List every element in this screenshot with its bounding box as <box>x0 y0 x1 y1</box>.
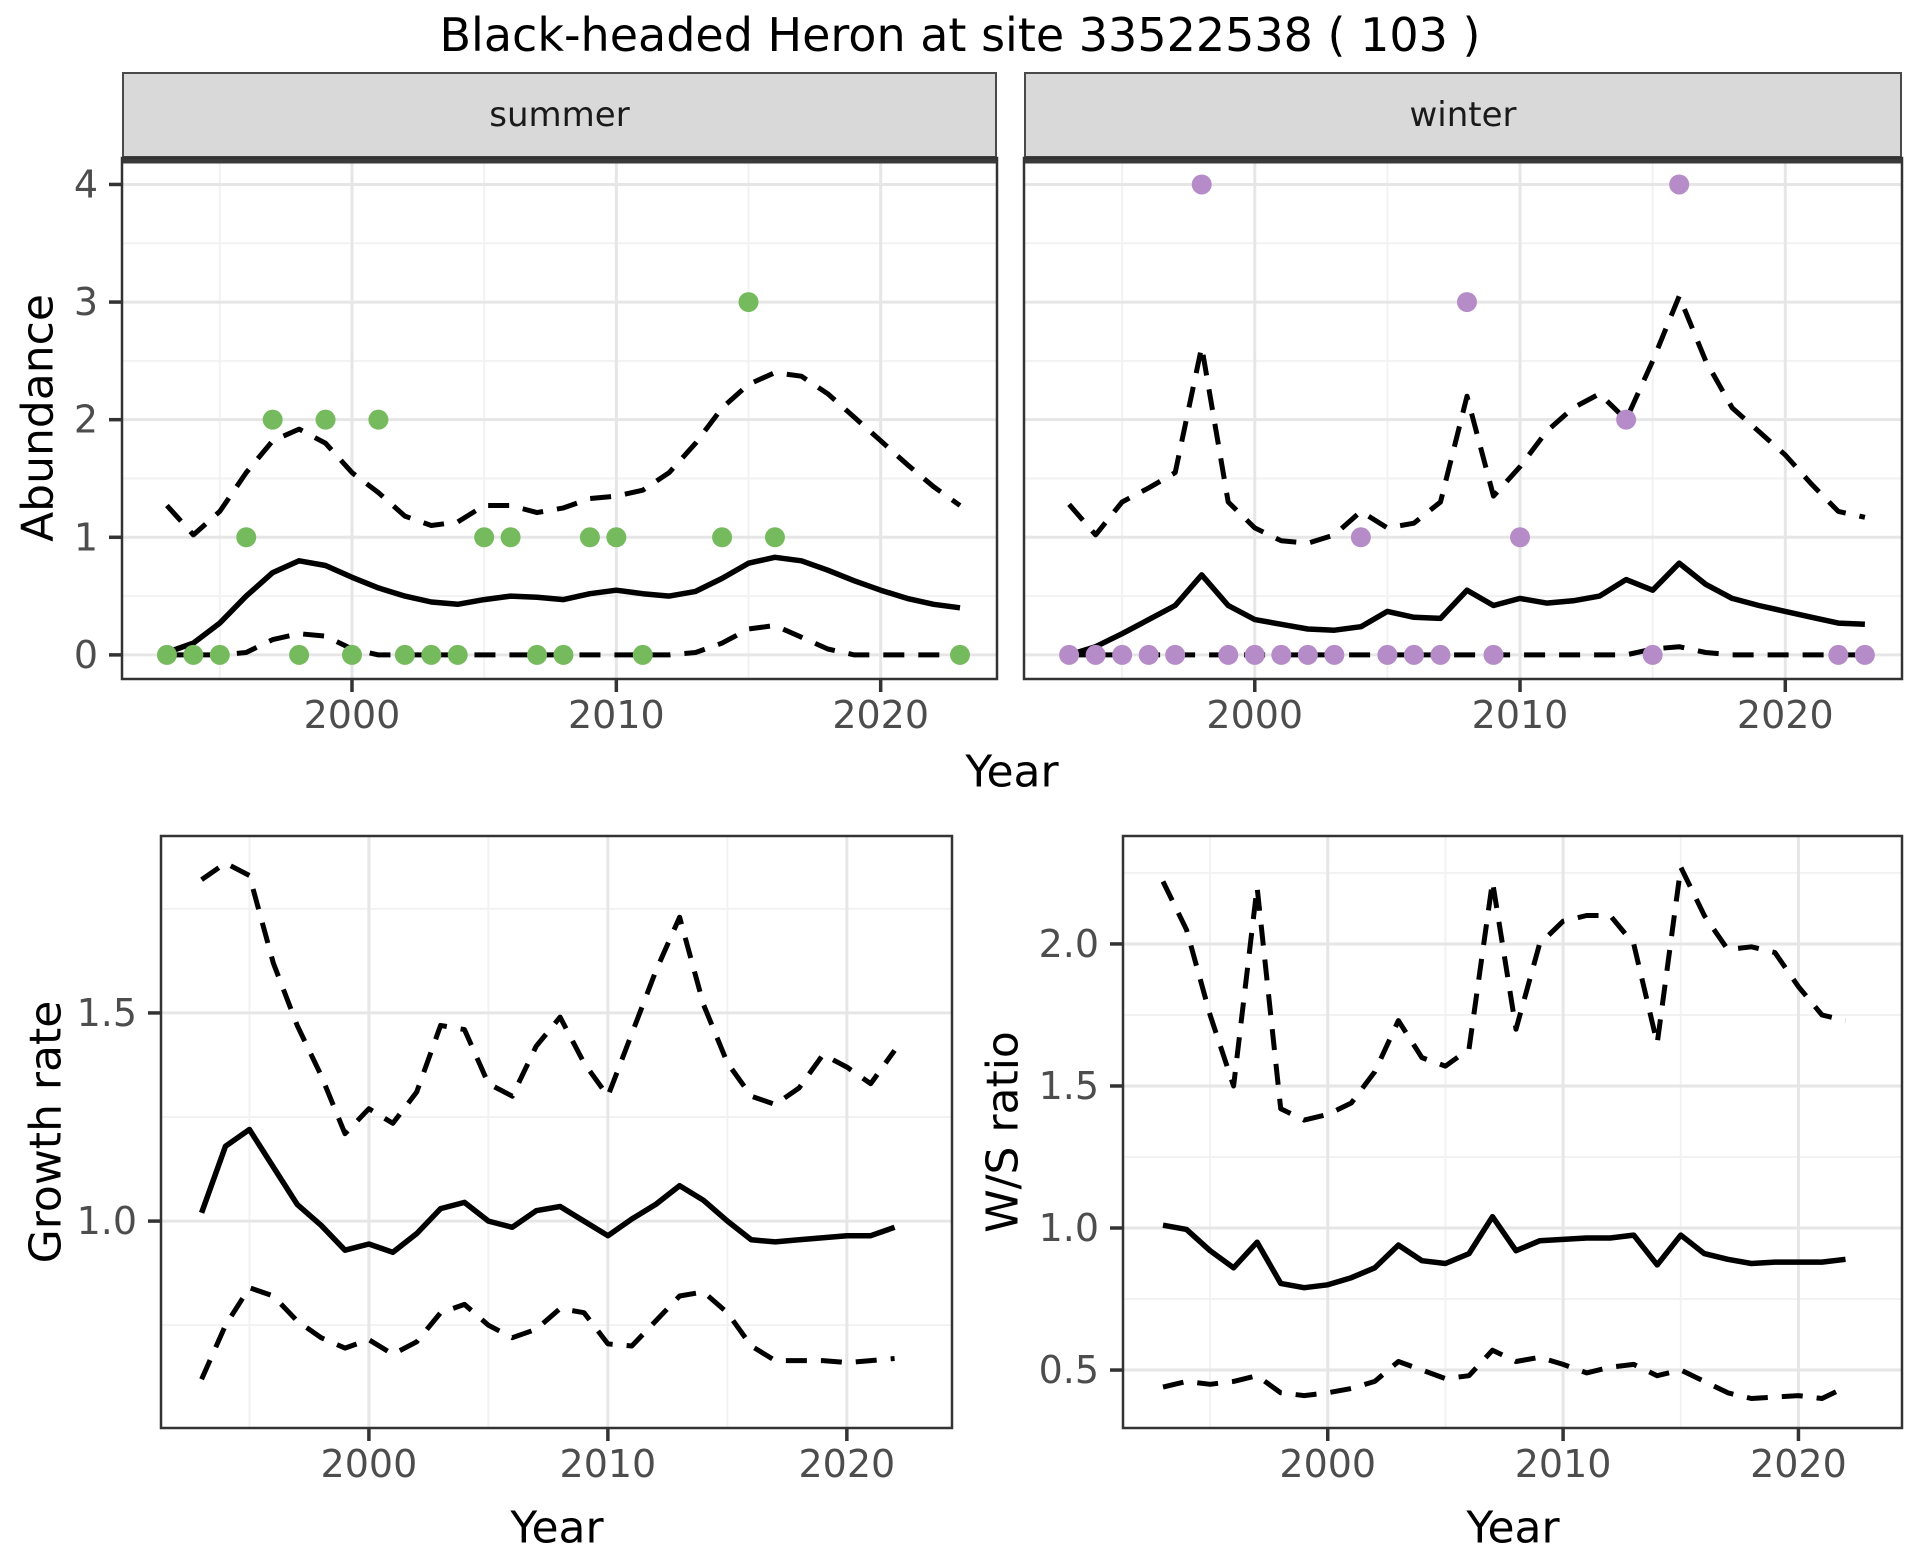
obs-point-abundance-winter <box>1510 527 1531 548</box>
panel-border-abundance-winter <box>1022 156 1904 681</box>
obs-point-abundance-winter <box>1350 527 1371 548</box>
x-tick-label: 2020 <box>798 1442 895 1486</box>
obs-point-abundance-summer <box>368 409 389 430</box>
obs-point-abundance-winter <box>1324 644 1345 665</box>
obs-point-abundance-winter <box>1456 292 1477 313</box>
facet-strip-summer-label: summer <box>489 95 630 135</box>
obs-point-abundance-summer <box>949 644 970 665</box>
facet-strip-winter-label: winter <box>1409 95 1517 135</box>
obs-point-abundance-summer <box>236 527 257 548</box>
obs-point-abundance-winter <box>1854 644 1875 665</box>
y-tick-label: 0.5 <box>1039 1348 1099 1392</box>
panel-ws-ratio <box>1123 836 1902 1428</box>
obs-point-abundance-summer <box>183 644 204 665</box>
y-tick-label: 1.5 <box>1039 1064 1099 1108</box>
obs-point-abundance-summer <box>712 527 733 548</box>
obs-point-abundance-summer <box>394 644 415 665</box>
x-tick-label: 2020 <box>1750 1442 1847 1486</box>
obs-point-abundance-winter <box>1430 644 1451 665</box>
obs-point-abundance-summer <box>289 644 310 665</box>
obs-point-abundance-winter <box>1138 644 1159 665</box>
median-line-growth-rate <box>199 1126 896 1256</box>
y-tick-label: 1.5 <box>77 991 137 1035</box>
facet-strip-summer: summer <box>122 72 997 158</box>
ci-lower-line-abundance-winter <box>1069 644 1865 658</box>
obs-point-abundance-winter <box>1165 644 1186 665</box>
obs-point-abundance-summer <box>606 527 627 548</box>
obs-point-abundance-summer <box>315 409 336 430</box>
obs-point-abundance-summer <box>474 527 495 548</box>
obs-point-abundance-winter <box>1271 644 1292 665</box>
x-tick-label: 2010 <box>568 693 665 737</box>
obs-point-abundance-winter <box>1297 644 1318 665</box>
obs-point-abundance-winter <box>1403 644 1424 665</box>
obs-point-abundance-summer <box>553 644 574 665</box>
facet-strip-winter: winter <box>1024 72 1902 158</box>
panel-border-ws-ratio <box>1121 834 1904 1430</box>
obs-point-abundance-winter <box>1669 174 1690 195</box>
x-tick-label: 2000 <box>1279 1442 1376 1486</box>
obs-point-abundance-summer <box>341 644 362 665</box>
y-tick-label: 1.0 <box>1039 1206 1099 1250</box>
obs-point-abundance-summer <box>209 644 230 665</box>
ci-lower-line-growth-rate <box>199 1285 895 1381</box>
obs-point-abundance-summer <box>447 644 468 665</box>
obs-point-abundance-winter <box>1059 644 1080 665</box>
panel-growth-rate <box>161 836 952 1428</box>
x-tick-label: 2010 <box>1515 1442 1612 1486</box>
obs-point-abundance-summer <box>632 644 653 665</box>
panel-border-growth-rate <box>159 834 954 1430</box>
obs-point-abundance-summer <box>262 409 283 430</box>
ci-upper-line-ws-ratio <box>1160 864 1847 1123</box>
y-tick-label: 4 <box>74 162 98 206</box>
ci-lower-line-ws-ratio <box>1162 1347 1847 1401</box>
obs-point-abundance-winter <box>1191 174 1212 195</box>
obs-point-abundance-winter <box>1218 644 1239 665</box>
ci-upper-line-abundance-summer <box>165 370 962 538</box>
obs-point-abundance-winter <box>1642 644 1663 665</box>
obs-point-abundance-summer <box>421 644 442 665</box>
ci-upper-line-growth-rate <box>200 860 897 1137</box>
x-tick-label: 2000 <box>321 1442 418 1486</box>
y-tick-label: 0 <box>74 633 98 677</box>
y-tick-label: 3 <box>74 280 98 324</box>
x-axis-title-ws: Year <box>1466 1502 1560 1554</box>
median-line-ws-ratio <box>1162 1213 1846 1291</box>
x-tick-label: 2010 <box>1472 693 1569 737</box>
y-tick-label: 1.0 <box>77 1199 137 1243</box>
obs-point-abundance-summer <box>579 527 600 548</box>
x-axis-title-growth: Year <box>510 1502 604 1554</box>
obs-point-abundance-summer <box>738 292 759 313</box>
x-tick-label: 2020 <box>832 693 929 737</box>
obs-point-abundance-summer <box>764 527 785 548</box>
x-tick-label: 2020 <box>1737 693 1834 737</box>
obs-point-abundance-winter <box>1244 644 1265 665</box>
x-tick-label: 2010 <box>560 1442 657 1486</box>
x-axis-title-top: Year <box>965 746 1059 798</box>
chart-title: Black-headed Heron at site 33522538 ( 10… <box>439 8 1481 62</box>
obs-point-abundance-summer <box>500 527 521 548</box>
obs-point-abundance-winter <box>1085 644 1106 665</box>
obs-point-abundance-winter <box>1377 644 1398 665</box>
obs-point-abundance-winter <box>1483 644 1504 665</box>
ci-upper-line-abundance-winter <box>1067 293 1866 546</box>
y-tick-label: 2.0 <box>1039 922 1099 966</box>
obs-point-abundance-summer <box>527 644 548 665</box>
obs-point-abundance-summer <box>156 644 177 665</box>
y-tick-label: 2 <box>74 398 98 442</box>
median-line-abundance-summer <box>165 554 961 656</box>
y-tick-label: 1 <box>74 515 98 559</box>
x-tick-label: 2000 <box>304 693 401 737</box>
obs-point-abundance-winter <box>1616 409 1637 430</box>
median-line-abundance-winter <box>1068 560 1866 658</box>
obs-point-abundance-winter <box>1112 644 1133 665</box>
obs-point-abundance-winter <box>1828 644 1849 665</box>
x-tick-label: 2000 <box>1206 693 1303 737</box>
